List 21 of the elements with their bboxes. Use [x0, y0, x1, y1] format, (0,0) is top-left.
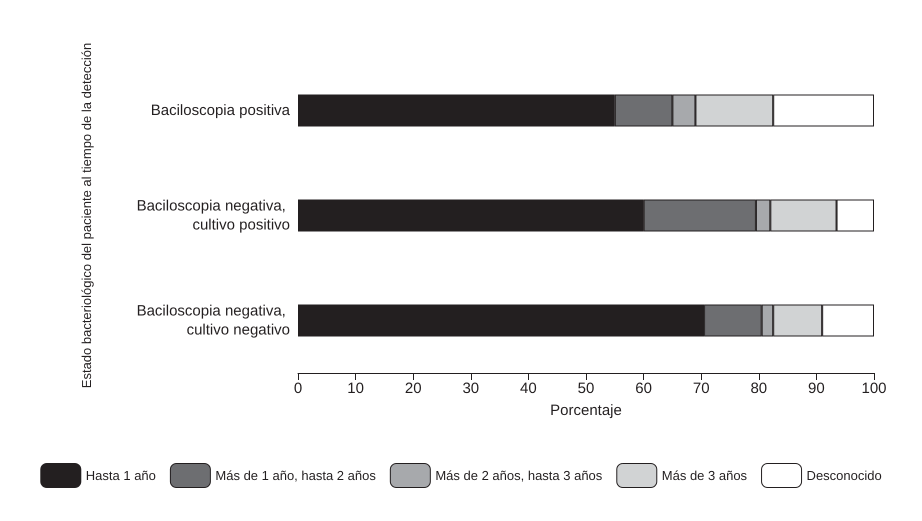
legend-label: Más de 2 años, hasta 3 años [435, 468, 603, 483]
y-tick-label: Baciloscopia negativa, cultivo positivo [136, 198, 290, 234]
x-tick-label: 100 [861, 380, 887, 397]
x-tick-label: 80 [750, 380, 768, 397]
y-axis-title: Estado bacteriológico del paciente al tiempo de la detección [79, 42, 94, 388]
x-tick-label: 0 [294, 380, 302, 397]
x-tick-label: 50 [578, 380, 594, 397]
legend-label: Más de 3 años [662, 468, 748, 483]
y-tick-label: Baciloscopia positiva [150, 102, 291, 119]
x-tick-label: 70 [692, 380, 710, 397]
x-tick-label: 10 [347, 380, 364, 397]
legend-label: Hasta 1 año [86, 468, 156, 483]
legend-label: Desconocido [806, 468, 882, 483]
x-tick-label: 20 [404, 380, 422, 397]
x-tick-label: 30 [462, 380, 480, 397]
x-tick-label: 40 [520, 380, 537, 397]
x-tick-label: 60 [635, 380, 652, 397]
legend-label: Más de 1 año, hasta 2 años [215, 468, 376, 483]
x-tick-label: 90 [808, 380, 825, 397]
x-axis-title: Porcentaje [550, 402, 622, 419]
y-tick-label: Baciloscopia negativa, cultivo negativo [136, 302, 290, 338]
